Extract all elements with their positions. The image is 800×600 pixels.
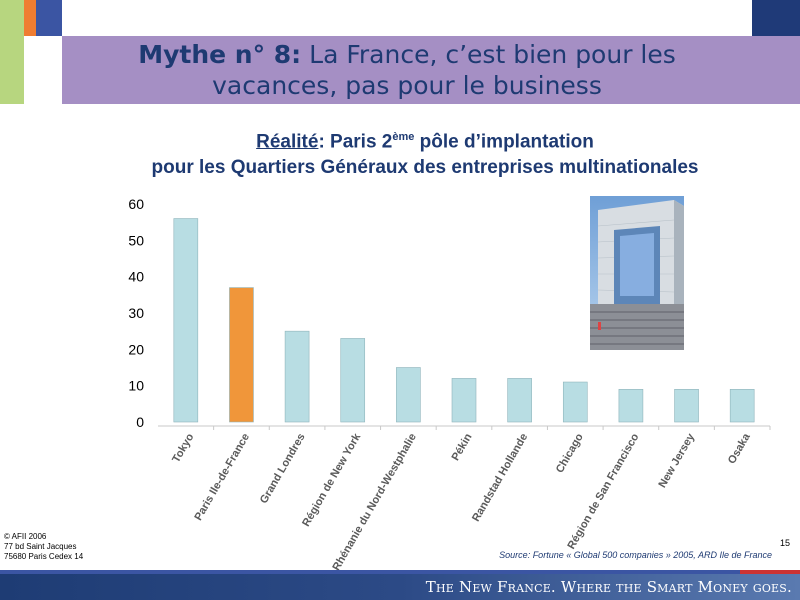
title-rest: La France, c’est bien pour les <box>309 40 676 69</box>
x-category-label: Grand Londres <box>258 432 308 506</box>
x-category-label: Randstad Hollande <box>470 432 530 524</box>
y-tick-label: 0 <box>136 414 144 430</box>
x-category-label: Région de New York <box>300 431 364 529</box>
bar-11 <box>729 388 755 423</box>
corner-decoration-blue <box>36 0 62 36</box>
bar-3 <box>284 330 310 423</box>
x-category-label: New Jersey <box>656 431 697 490</box>
copyright-line: 75680 Paris Cedex 14 <box>4 552 84 561</box>
slide-subtitle: Réalité: Paris 2ème pôle d’implantation … <box>60 124 790 181</box>
page-number: 15 <box>780 538 791 548</box>
footer-band <box>0 574 800 600</box>
bar-10 <box>674 388 699 423</box>
x-category-label: Chicago <box>554 431 586 475</box>
x-category-label: Tokyo <box>170 431 196 465</box>
x-category-label: Pékin <box>450 431 475 463</box>
grande-arche-photo <box>590 196 684 350</box>
copyright-line: © AFII 2006 <box>4 532 47 541</box>
y-tick-label: 50 <box>128 232 144 248</box>
y-tick-label: 30 <box>128 305 144 321</box>
title-line2: vacances, pas pour le business <box>212 71 602 100</box>
slide-title: Mythe n° 8: La France, c’est bien pour l… <box>62 36 752 104</box>
subtitle-part-b: pôle d’implantation <box>414 131 594 153</box>
bar-7 <box>507 378 532 423</box>
source-note: Source: Fortune « Global 500 companies »… <box>499 550 772 560</box>
subtitle-underlined: Réalité <box>256 131 319 153</box>
y-tick-label: 40 <box>128 269 144 285</box>
subtitle-superscript: ème <box>392 131 415 143</box>
copyright-line: 77 bd Saint Jacques <box>4 542 77 551</box>
bar-1 <box>173 218 199 423</box>
y-tick-label: 20 <box>128 341 144 357</box>
bar-6 <box>451 378 477 423</box>
corner-decoration-green <box>0 0 24 104</box>
x-category-label: Osaka <box>726 431 753 466</box>
footer-tagline: The New France. Where the Smart Money go… <box>425 578 792 596</box>
subtitle-line2: pour les Quartiers Généraux des entrepri… <box>151 157 699 179</box>
corner-decoration-orange <box>24 0 36 36</box>
title-bold: Mythe n° 8: <box>138 40 302 69</box>
footer-accent-line <box>0 570 800 574</box>
x-category-label: Paris Ile-de-France <box>192 432 252 523</box>
corner-decoration-navy <box>752 0 800 36</box>
bar-9 <box>618 388 644 423</box>
bar-8 <box>562 381 588 423</box>
y-tick-label: 60 <box>128 196 144 212</box>
title-band <box>62 36 800 104</box>
y-tick-label: 10 <box>128 378 144 394</box>
bar-4 <box>340 338 366 423</box>
bar-5 <box>396 367 421 423</box>
copyright-block: © AFII 2006 77 bd Saint Jacques 75680 Pa… <box>4 532 83 562</box>
subtitle-part-a: : Paris 2 <box>318 131 393 153</box>
bar-2 <box>229 287 254 423</box>
